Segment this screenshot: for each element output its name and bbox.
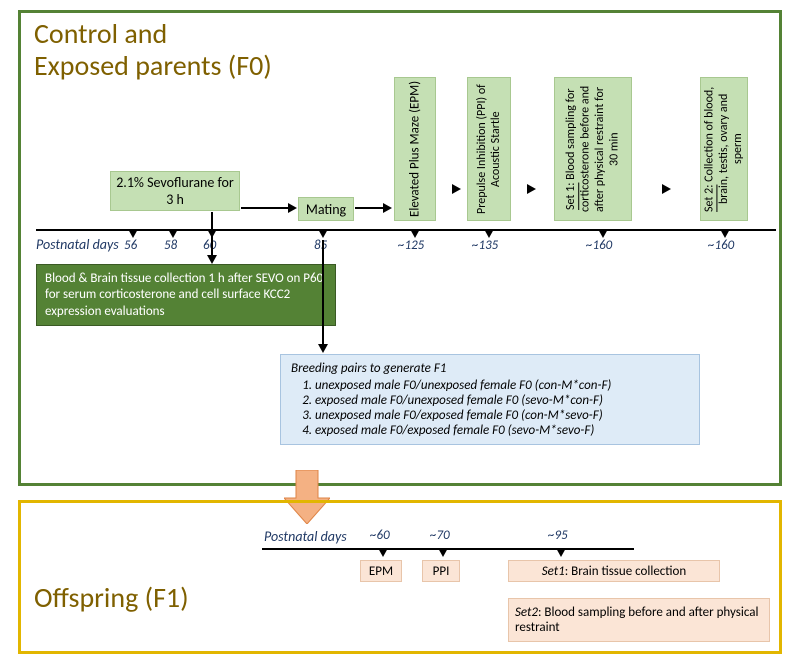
sevoflurane-text: 2.1% Sevoflurane for 3 h — [113, 174, 237, 208]
f1-set1-label: Set1 — [542, 564, 565, 579]
set2-box: Set 2: Collection of blood, brain, testi… — [700, 77, 748, 221]
set1-content: Set 1: Blood sampling for corticosterone… — [564, 80, 622, 218]
pair-4: exposed male F0/exposed female F0 (sevo-… — [315, 423, 689, 438]
f0-tick-125 — [410, 229, 420, 238]
ppi-box: Prepulse Inhibition (PPI) of Acoustic St… — [467, 77, 511, 221]
f0-tick-160a — [598, 229, 608, 238]
f1-set1-text: : Brain tissue collection — [565, 564, 687, 579]
arrow5-head — [662, 184, 671, 194]
f1-set2-box: Set2: Blood sampling before and after ph… — [508, 598, 770, 642]
f0-tick-56 — [128, 229, 138, 238]
f0-timeline-label: Postnatal days — [36, 236, 119, 253]
f0-title-line2: Exposed parents (F0) — [34, 48, 272, 83]
pairs-heading: Breeding pairs to generate F1 — [291, 361, 689, 376]
set1-box: Set 1: Blood sampling for corticosterone… — [554, 77, 632, 221]
varrow-60 — [211, 212, 213, 256]
f1-tick-95 — [556, 548, 566, 557]
arrow1-head — [288, 203, 297, 213]
arrow2-head — [383, 203, 392, 213]
epm-box: Elevated Plus Maze (EPM) — [394, 77, 436, 221]
breeding-pairs-box: Breeding pairs to generate F1 unexposed … — [280, 354, 700, 445]
f1-tl-95: ~95 — [548, 528, 568, 543]
mating-box: Mating — [298, 197, 354, 221]
f1-ppi-text: PPI — [433, 564, 450, 579]
arrow4-head — [527, 184, 536, 194]
f0-tl-160b: ~160 — [708, 238, 734, 253]
f0-tl-160a: ~160 — [586, 238, 612, 253]
f0-tick-135 — [484, 229, 494, 238]
varrow-60-head — [207, 255, 217, 264]
f0-title: Control and Exposed parents (F0) — [34, 18, 272, 82]
f0-timeline — [36, 229, 776, 231]
f0-tick-85 — [318, 229, 328, 238]
f0-tl-58: 58 — [164, 238, 177, 253]
arrow2-line — [355, 207, 383, 209]
epm-text: Elevated Plus Maze (EPM) — [408, 81, 423, 217]
f1-timeline-label: Postnatal days — [264, 528, 347, 545]
arrow1-line — [241, 207, 288, 209]
ppi-text: Prepulse Inhibition (PPI) of Acoustic St… — [475, 80, 503, 218]
f0-tick-160b — [720, 229, 730, 238]
f1-set1-box: Set1: Brain tissue collection — [508, 560, 720, 582]
f0-tl-60: 60 — [203, 238, 216, 253]
mating-text: Mating — [306, 201, 346, 218]
set2-label: Set 2: — [702, 184, 716, 211]
f0-title-line1: Control and — [34, 16, 167, 51]
f0-tl-85: 85 — [314, 238, 327, 253]
f1-ppi-box: PPI — [422, 560, 460, 582]
f1-set2-label: Set2 — [515, 605, 538, 620]
f0-tick-58 — [168, 229, 178, 238]
f1-tick-60 — [378, 548, 388, 557]
arrow3-head — [452, 184, 461, 194]
varrow-85-head — [318, 344, 328, 353]
collection-note-text: Blood & Brain tissue collection 1 h afte… — [45, 271, 323, 319]
f1-set1-content: Set1: Brain tissue collection — [542, 564, 686, 579]
f1-set2-content: Set2: Blood sampling before and after ph… — [515, 605, 763, 635]
set2-content: Set 2: Collection of blood, brain, testi… — [702, 80, 745, 218]
f1-tl-60: ~60 — [370, 528, 390, 543]
set1-label: Set 1: — [564, 182, 578, 209]
f1-tick-70 — [438, 548, 448, 557]
f1-timeline — [262, 548, 634, 550]
f1-tl-70: ~70 — [430, 528, 450, 543]
f1-title: Offspring (F1) — [34, 580, 189, 615]
sevoflurane-box: 2.1% Sevoflurane for 3 h — [110, 171, 240, 211]
f1-set2-text: : Blood sampling before and after physic… — [515, 605, 758, 635]
collection-note-box: Blood & Brain tissue collection 1 h afte… — [36, 264, 336, 326]
pair-3: unexposed male F0/exposed female F0 (con… — [315, 408, 689, 423]
f1-epm-text: EPM — [369, 564, 393, 579]
f0-tl-135: ~135 — [472, 238, 498, 253]
pair-2: exposed male F0/unexposed female F0 (sev… — [315, 393, 689, 408]
f0-tl-125: ~125 — [398, 238, 424, 253]
pair-1: unexposed male F0/unexposed female F0 (c… — [315, 378, 689, 393]
f1-epm-box: EPM — [360, 560, 402, 582]
f0-tl-56: 56 — [124, 238, 137, 253]
varrow-85 — [322, 240, 324, 345]
